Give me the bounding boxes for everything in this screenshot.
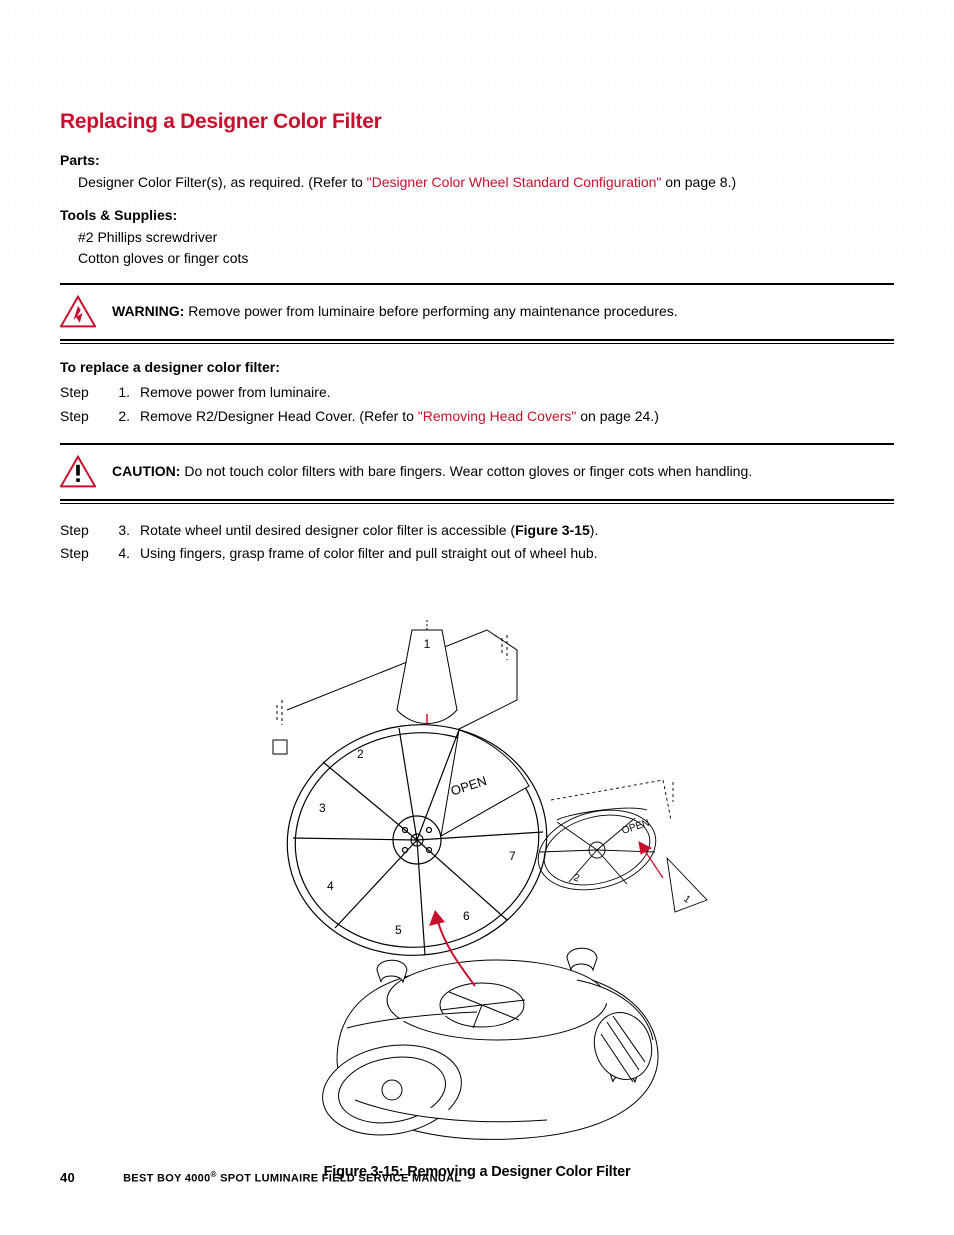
figure-illustration: 1: [227, 590, 727, 1150]
steps-group-1: Step 1. Remove power from luminaire. Ste…: [60, 381, 894, 429]
warning-icon: [60, 295, 96, 329]
step-body: Rotate wheel until desired designer colo…: [140, 519, 894, 543]
caution-body: Do not touch color filters with bare fin…: [180, 463, 752, 479]
page-content: Replacing a Designer Color Filter Parts:…: [60, 110, 894, 1180]
wheel-slot-label: 2: [572, 873, 581, 885]
step-label: Step: [60, 542, 100, 566]
parts-text: Designer Color Filter(s), as required. (…: [60, 172, 894, 193]
warning-body: Remove power from luminaire before perfo…: [184, 303, 677, 319]
step-suffix: on page 24.): [576, 408, 659, 424]
tools-block: Tools & Supplies: #2 Phillips screwdrive…: [60, 207, 894, 269]
step-number: 3.: [110, 519, 130, 543]
link-removing-head-covers[interactable]: "Removing Head Covers": [418, 408, 577, 424]
step-prefix: Rotate wheel until desired designer colo…: [140, 522, 515, 538]
step-body: Remove power from luminaire.: [140, 381, 894, 405]
step-row: Step 4. Using fingers, grasp frame of co…: [60, 542, 894, 566]
wheel-slot-label: 3: [319, 801, 326, 815]
figure-ref: Figure 3-15: [515, 522, 590, 538]
step-row: Step 2. Remove R2/Designer Head Cover. (…: [60, 405, 894, 429]
link-designer-color-wheel-config[interactable]: "Designer Color Wheel Standard Configura…: [367, 174, 662, 190]
wheel-slot-label: 5: [395, 923, 402, 937]
step-row: Step 3. Rotate wheel until desired desig…: [60, 519, 894, 543]
caution-label: CAUTION:: [112, 463, 180, 479]
wheel-slot-label: 6: [463, 909, 470, 923]
tools-heading: Tools & Supplies:: [60, 207, 894, 223]
step-suffix: ).: [590, 522, 599, 538]
parts-text-prefix: Designer Color Filter(s), as required. (…: [78, 174, 367, 190]
parts-text-suffix: on page 8.): [661, 174, 736, 190]
tools-item-1: #2 Phillips screwdriver: [78, 227, 894, 248]
steps-group-2: Step 3. Rotate wheel until desired desig…: [60, 519, 894, 567]
section-title: Replacing a Designer Color Filter: [60, 110, 894, 134]
step-row: Step 1. Remove power from luminaire.: [60, 381, 894, 405]
warning-text: WARNING: Remove power from luminaire bef…: [112, 302, 894, 322]
step-label: Step: [60, 405, 100, 429]
wheel-slot-label: 1: [424, 637, 431, 651]
caution-icon: [60, 455, 96, 489]
wheel-slot-label: 4: [327, 879, 334, 893]
step-prefix: Remove R2/Designer Head Cover. (Refer to: [140, 408, 418, 424]
figure-caption: Figure 3-15: Removing a Designer Color F…: [60, 1164, 894, 1180]
open-slot-label-detail: OPEN: [621, 818, 651, 837]
step-label: Step: [60, 519, 100, 543]
tools-list: #2 Phillips screwdriver Cotton gloves or…: [60, 227, 894, 269]
parts-heading: Parts:: [60, 152, 894, 168]
caution-text: CAUTION: Do not touch color filters with…: [112, 462, 894, 482]
figure-3-15: 1: [227, 590, 727, 1150]
step-number: 2.: [110, 405, 130, 429]
tools-item-2: Cotton gloves or finger cots: [78, 248, 894, 269]
wheel-slot-label: 2: [357, 747, 364, 761]
step-body: Using fingers, grasp frame of color filt…: [140, 542, 894, 566]
step-label: Step: [60, 381, 100, 405]
step-number: 4.: [110, 542, 130, 566]
step-number: 1.: [110, 381, 130, 405]
wheel-slot-label: 7: [509, 849, 516, 863]
warning-label: WARNING:: [112, 303, 184, 319]
parts-block: Parts: Designer Color Filter(s), as requ…: [60, 152, 894, 193]
step-body: Remove R2/Designer Head Cover. (Refer to…: [140, 405, 894, 429]
procedure-heading: To replace a designer color filter:: [60, 359, 894, 375]
caution-box: CAUTION: Do not touch color filters with…: [60, 443, 894, 501]
warning-box: WARNING: Remove power from luminaire bef…: [60, 283, 894, 341]
